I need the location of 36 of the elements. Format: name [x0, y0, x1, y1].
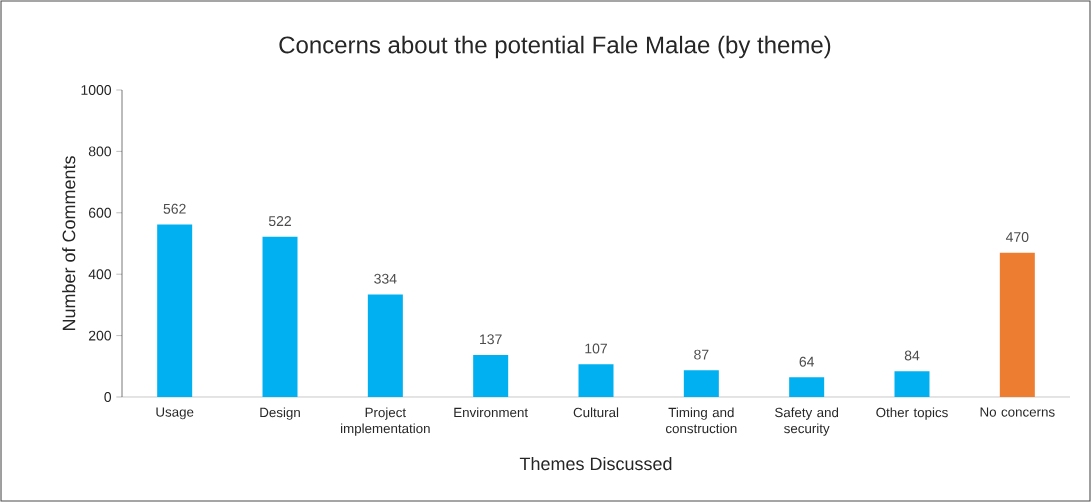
data-label: 137 [480, 334, 502, 345]
y-tick-label: 800 [88, 146, 112, 157]
bar [367, 294, 403, 397]
x-tick-label: Safety and security [775, 407, 839, 436]
data-label: 334 [374, 273, 397, 284]
bar [473, 354, 509, 397]
x-tick-label: Design [260, 407, 300, 420]
bar [789, 377, 825, 397]
bar [262, 236, 298, 397]
data-label: 522 [268, 216, 291, 227]
data-label: 562 [163, 203, 186, 214]
bar [894, 371, 930, 397]
y-tick-label: 600 [88, 207, 112, 218]
bar [578, 364, 614, 397]
bar [999, 252, 1035, 397]
data-label: 64 [799, 356, 815, 367]
y-tick-label: 0 [104, 392, 112, 402]
bar [157, 224, 193, 397]
chart-title: Concerns about the potential Fale Malae (by theme) [279, 35, 831, 59]
x-tick-label: Project implementation [341, 407, 430, 436]
data-label: 470 [1005, 232, 1029, 242]
x-tick-label: Environment [454, 407, 528, 418]
data-label: 107 [585, 343, 607, 354]
y-tick-label: 200 [88, 330, 112, 341]
y-tick-label: 1000 [81, 85, 112, 95]
data-label: 84 [904, 350, 920, 361]
y-tick-label: 400 [88, 269, 112, 280]
y-axis-title: Number of Comments [62, 156, 76, 331]
x-axis-title: Themes Discussed [519, 456, 672, 471]
x-tick-label: Timing and construction [665, 407, 737, 434]
data-label: 87 [694, 349, 709, 360]
bar [683, 370, 719, 397]
x-tick-label: Cultural [573, 407, 619, 418]
x-tick-label: No concerns [980, 407, 1055, 417]
x-tick-label: Other topics [876, 407, 948, 420]
x-tick-label: Usage [156, 407, 194, 420]
